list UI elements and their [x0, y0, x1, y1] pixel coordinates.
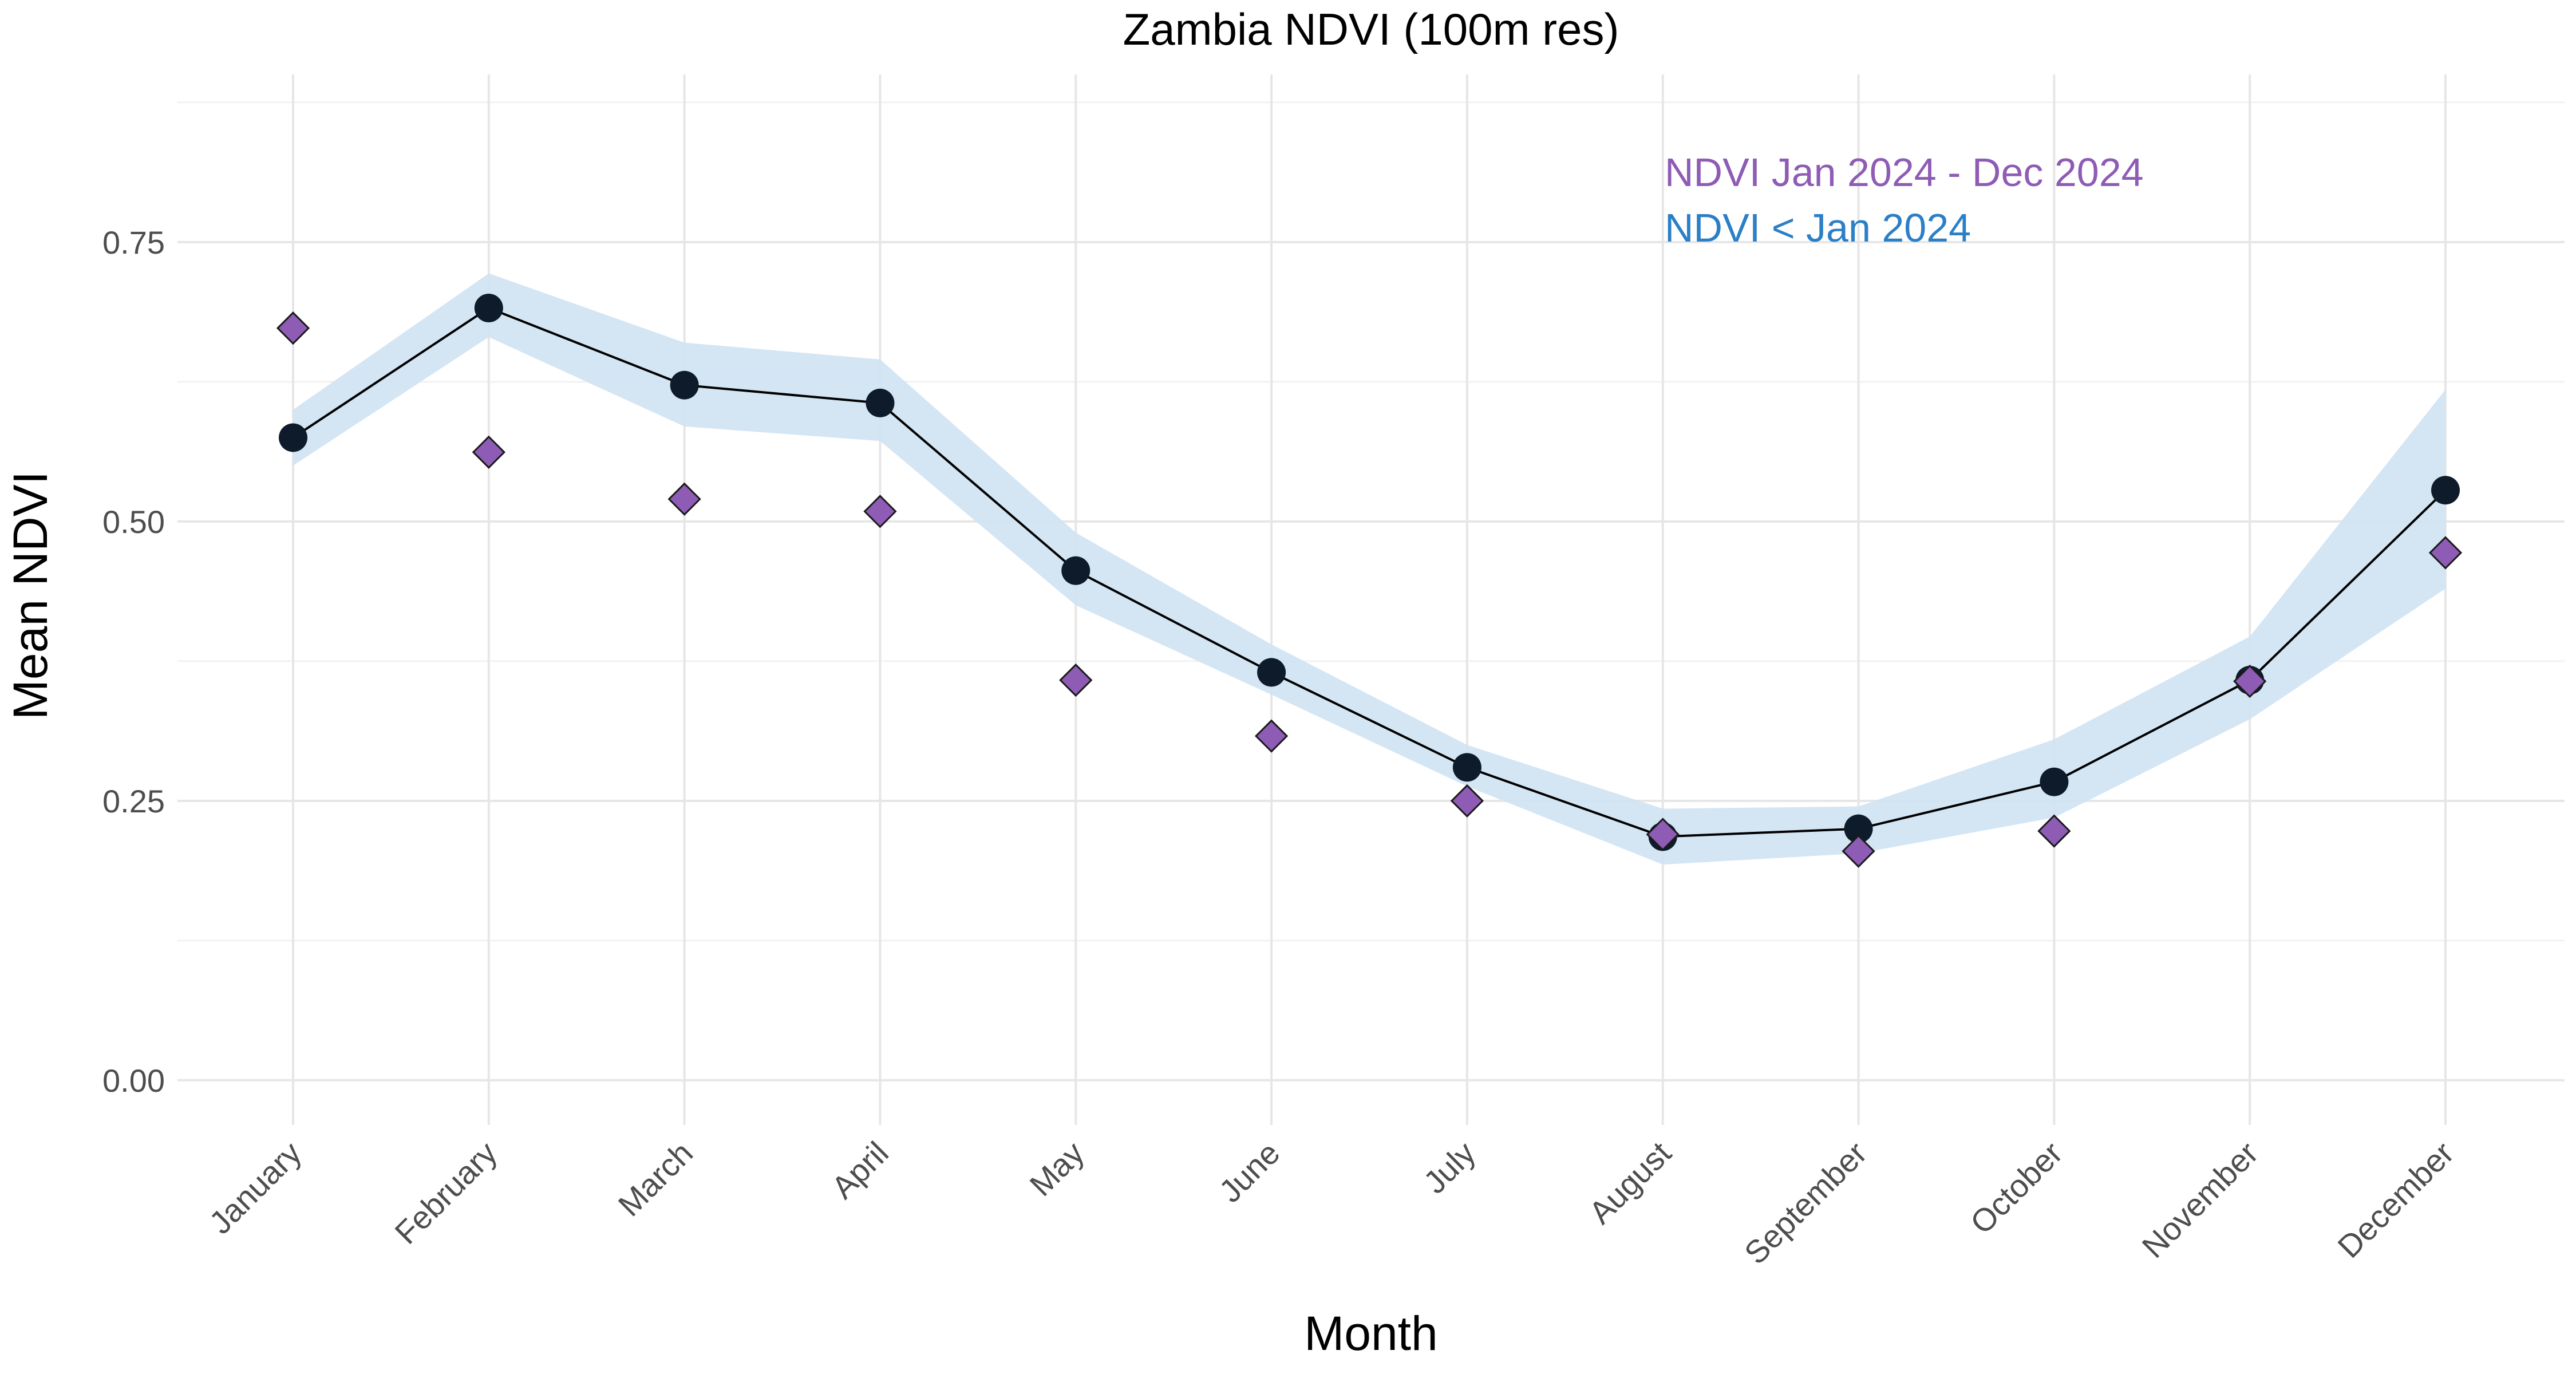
- ndvi-2024-point: [667, 482, 701, 516]
- ndvi-2024-point: [1059, 663, 1093, 697]
- historical-point: [2040, 767, 2069, 796]
- ndvi-2024-point: [863, 495, 897, 528]
- x-tick-label: June: [1212, 1135, 1286, 1209]
- ndvi-2024-point: [2037, 814, 2071, 848]
- ndvi-2024-point: [2428, 536, 2463, 570]
- marker-group: [276, 293, 2463, 868]
- y-axis-title: Mean NDVI: [3, 471, 57, 720]
- historical-point: [279, 423, 307, 452]
- ndvi-2024-point: [1646, 818, 1680, 851]
- confidence-band: [293, 273, 2445, 865]
- historical-point: [1257, 658, 1286, 687]
- x-tick-label: February: [388, 1135, 504, 1251]
- historical-point: [474, 293, 503, 322]
- ndvi-2024-point: [1450, 784, 1484, 818]
- historical-point: [1061, 556, 1091, 585]
- x-tick-label: May: [1022, 1135, 1091, 1203]
- chart-title: Zambia NDVI (100m res): [1123, 4, 1619, 54]
- x-tick-label: December: [2330, 1135, 2460, 1265]
- ndvi-2024-point: [1842, 834, 1875, 868]
- historical-point: [866, 388, 895, 417]
- confidence-band-group: [293, 273, 2445, 865]
- series-line-group: [292, 306, 2447, 838]
- ndvi-2024-point: [276, 311, 310, 345]
- legend-label-historical: NDVI < Jan 2024: [1665, 206, 1971, 250]
- historical-point: [2431, 476, 2460, 505]
- x-tick-label: October: [1963, 1135, 2069, 1241]
- x-axis-title: Month: [1304, 1306, 1437, 1360]
- historical-point: [670, 370, 699, 400]
- x-tick-label: September: [1737, 1135, 1874, 1271]
- legend-label-2024: NDVI Jan 2024 - Dec 2024: [1665, 150, 2144, 195]
- historical-point: [1844, 814, 1873, 843]
- y-tick-label: 0.00: [102, 1063, 165, 1099]
- x-tick-label: March: [611, 1135, 700, 1223]
- historical-point: [1452, 753, 1481, 782]
- x-tick-label: November: [2135, 1135, 2265, 1265]
- x-tick-label: April: [824, 1135, 895, 1206]
- x-tick-label: July: [1416, 1135, 1482, 1201]
- y-tick-label: 0.25: [102, 783, 165, 819]
- ndvi-2024-point: [2233, 664, 2267, 698]
- y-tick-label: 0.50: [102, 504, 165, 540]
- ndvi-2024-point: [472, 435, 505, 469]
- ndvi-2024-point: [1254, 719, 1289, 753]
- historical-series-line: [292, 306, 2447, 838]
- x-tick-label: January: [202, 1135, 308, 1241]
- y-tick-label: 0.75: [102, 224, 165, 260]
- x-tick-label: August: [1582, 1135, 1678, 1231]
- grid-lines: [177, 74, 2565, 1125]
